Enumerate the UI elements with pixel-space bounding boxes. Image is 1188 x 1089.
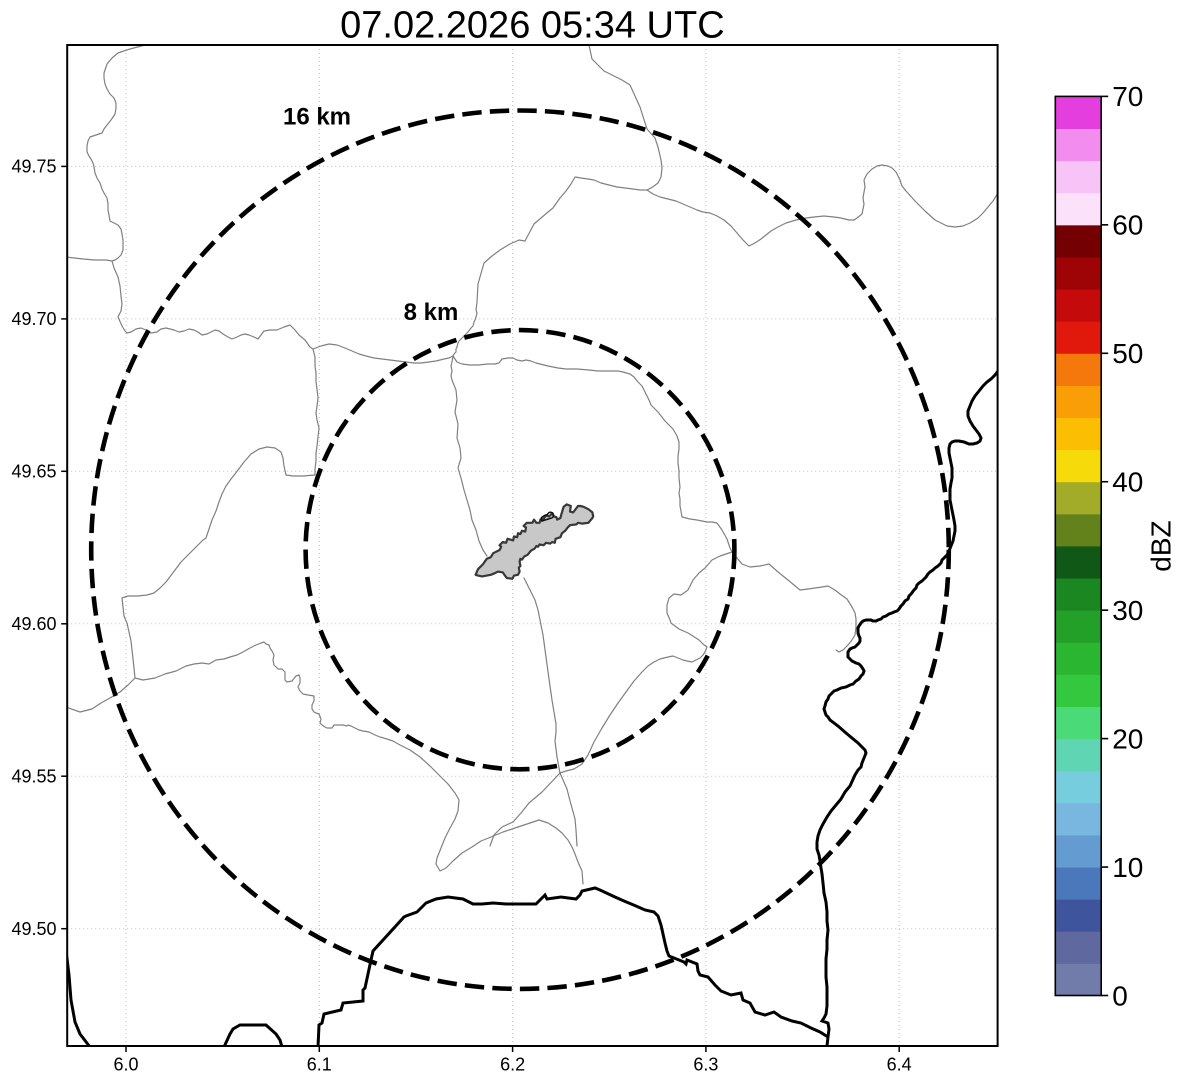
- svg-text:30: 30: [1112, 595, 1143, 626]
- svg-text:40: 40: [1112, 467, 1143, 498]
- svg-text:60: 60: [1112, 210, 1143, 241]
- svg-text:49.55: 49.55: [11, 767, 56, 787]
- svg-text:49.75: 49.75: [11, 157, 56, 177]
- svg-text:49.70: 49.70: [11, 309, 56, 329]
- svg-text:49.65: 49.65: [11, 462, 56, 482]
- svg-text:0: 0: [1112, 980, 1128, 1011]
- svg-text:20: 20: [1112, 723, 1143, 754]
- svg-text:70: 70: [1112, 81, 1143, 112]
- svg-text:49.60: 49.60: [11, 614, 56, 634]
- svg-text:6.2: 6.2: [500, 1055, 525, 1075]
- svg-text:10: 10: [1112, 852, 1143, 883]
- svg-text:dBZ: dBZ: [1145, 520, 1176, 571]
- svg-text:07.02.2026 05:34 UTC: 07.02.2026 05:34 UTC: [340, 5, 725, 47]
- svg-text:6.3: 6.3: [693, 1055, 718, 1075]
- svg-text:16 km: 16 km: [283, 104, 351, 131]
- svg-text:6.0: 6.0: [113, 1055, 138, 1075]
- svg-text:8 km: 8 km: [404, 299, 459, 326]
- svg-text:6.1: 6.1: [307, 1055, 332, 1075]
- svg-text:50: 50: [1112, 338, 1143, 369]
- svg-text:6.4: 6.4: [887, 1055, 912, 1075]
- svg-text:49.50: 49.50: [11, 919, 56, 939]
